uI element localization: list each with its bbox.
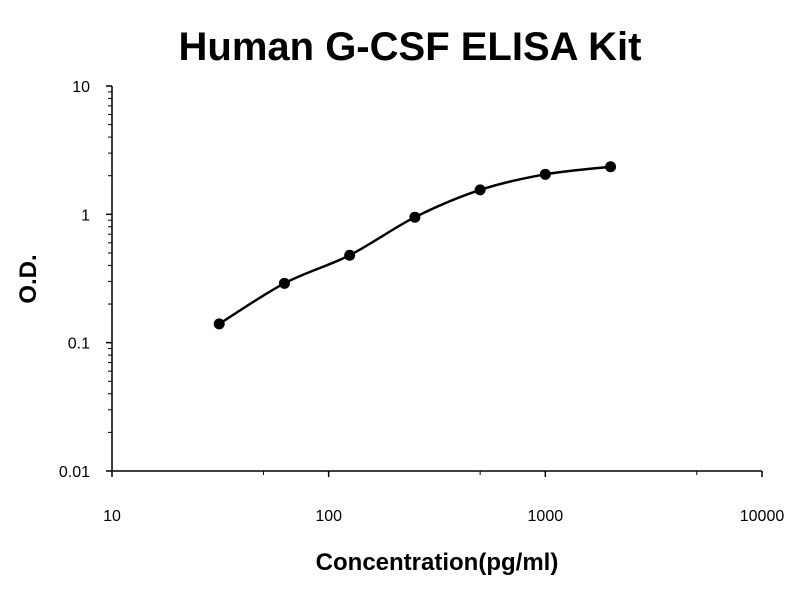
y-tick-label: 1 bbox=[81, 207, 90, 224]
data-point bbox=[474, 184, 486, 196]
data-point bbox=[213, 318, 225, 330]
data-point bbox=[344, 249, 356, 261]
fit-curve bbox=[218, 165, 611, 325]
x-axis-tick-labels: 10 100 1000 10000 bbox=[103, 508, 784, 525]
y-axis-ticks bbox=[106, 85, 112, 472]
chart-title: Human G-CSF ELISA Kit bbox=[179, 25, 642, 69]
x-tick-label: 10000 bbox=[740, 508, 785, 525]
x-tick-label: 10 bbox=[103, 508, 121, 525]
data-point bbox=[278, 277, 290, 289]
y-axis-title: O.D. bbox=[15, 254, 42, 303]
data-point bbox=[539, 168, 551, 180]
data-point bbox=[409, 211, 421, 223]
x-tick-label: 1000 bbox=[528, 508, 564, 525]
y-axis-tick-labels: 0.01 0.1 1 10 bbox=[59, 79, 90, 481]
x-axis-title: Concentration(pg/ml) bbox=[316, 549, 559, 576]
x-tick-label: 100 bbox=[315, 508, 342, 525]
data-points bbox=[213, 161, 617, 330]
x-axis-ticks bbox=[111, 471, 763, 477]
y-tick-label: 0.1 bbox=[68, 336, 90, 353]
y-tick-label: 0.01 bbox=[59, 464, 90, 481]
y-tick-label: 10 bbox=[72, 79, 90, 96]
data-point bbox=[605, 161, 617, 173]
